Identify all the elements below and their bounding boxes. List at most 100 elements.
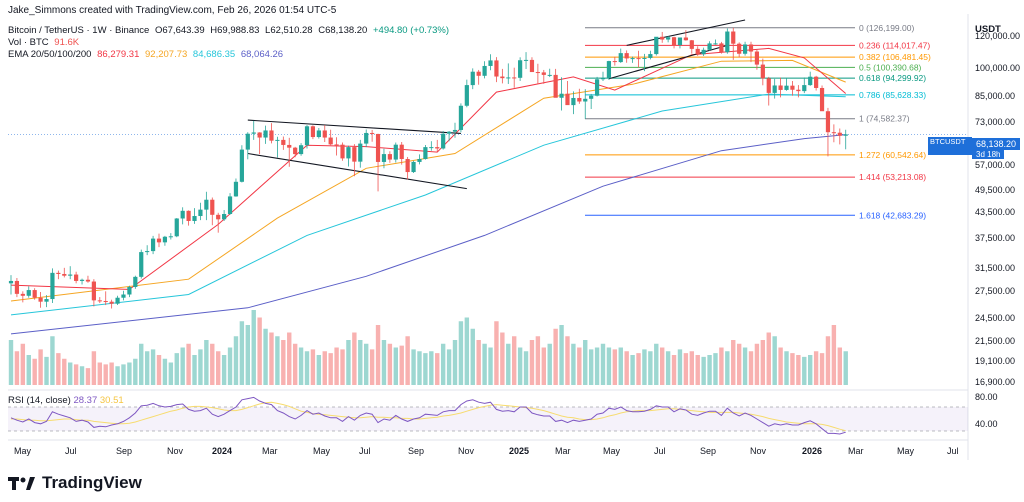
candle-body xyxy=(139,252,144,277)
trendline-lower-pennant xyxy=(247,152,467,190)
volume-bar xyxy=(754,343,760,385)
volume-bar xyxy=(719,347,724,385)
brand-logo[interactable]: TradingView xyxy=(8,473,142,493)
candle-body xyxy=(494,60,499,77)
candle-body xyxy=(429,147,434,149)
price-tag-countdown: 3d 18h xyxy=(972,150,1005,159)
candle-body xyxy=(263,130,268,138)
volume-bar xyxy=(736,343,742,385)
candle-body xyxy=(825,111,831,133)
candle-body xyxy=(387,154,392,160)
brand-name: TradingView xyxy=(42,473,142,492)
candle-body xyxy=(370,132,375,134)
candle-body xyxy=(275,139,280,141)
candle-body xyxy=(565,93,570,106)
price-axis-tick: 37,500.00 xyxy=(975,232,1016,243)
tradingview-logo-icon xyxy=(8,477,35,490)
volume-bar xyxy=(535,336,541,385)
volume-bar xyxy=(364,343,369,385)
candle-body xyxy=(553,74,558,98)
volume-bar xyxy=(819,353,825,385)
fib-level-label: 0.786 (85,628.33) xyxy=(859,90,926,100)
candle-body xyxy=(210,199,215,215)
candle-body xyxy=(287,144,292,148)
candle-body xyxy=(707,43,712,50)
volume-bar xyxy=(802,356,807,385)
candle-body xyxy=(293,147,298,155)
time-axis-tick: Nov xyxy=(458,446,475,456)
volume-bar xyxy=(85,368,91,385)
volume-bar xyxy=(683,353,689,385)
volume-bar xyxy=(796,355,801,385)
volume-bar xyxy=(322,351,327,385)
volume-bar xyxy=(559,325,564,385)
volume-bar xyxy=(162,358,168,385)
candle-body xyxy=(245,133,250,150)
candle-body xyxy=(630,58,635,60)
candle-body xyxy=(50,272,55,300)
fib-level-label: 0.236 (114,017.47) xyxy=(859,40,930,50)
candle-body xyxy=(719,43,724,53)
ema100-line xyxy=(10,93,846,316)
rsi-label[interactable]: RSI (14, close) xyxy=(8,395,71,406)
candle-body xyxy=(482,65,487,76)
candle-body xyxy=(322,130,327,138)
volume-bar xyxy=(423,353,428,385)
rsi-legend: RSI (14, close) 28.37 30.51 xyxy=(8,395,124,406)
volume-bar xyxy=(233,336,239,385)
ema200-value: 68,064.26 xyxy=(240,49,284,60)
volume-bar xyxy=(174,353,179,385)
candle-body xyxy=(737,43,742,54)
time-axis-tick: Jul xyxy=(947,446,959,456)
volume-bar xyxy=(192,355,197,385)
volume-bar xyxy=(62,358,67,385)
time-axis-tick: Mar xyxy=(262,446,278,456)
candle-body xyxy=(38,297,43,302)
candle-body xyxy=(233,181,239,197)
volume-bar xyxy=(588,349,594,385)
candle-body xyxy=(778,85,783,90)
volume-bar xyxy=(648,351,653,385)
candle-body xyxy=(32,290,37,298)
candle-body xyxy=(577,97,582,102)
volume-bar xyxy=(494,321,499,385)
volume-bar xyxy=(671,355,677,385)
candle-body xyxy=(701,49,706,55)
volume-bar xyxy=(263,328,268,385)
volume-bar xyxy=(784,351,789,385)
volume-bar xyxy=(624,351,629,385)
volume-bar xyxy=(600,343,606,385)
candle-body xyxy=(168,236,173,238)
candle-body xyxy=(518,60,523,78)
volume-bar xyxy=(665,351,671,385)
volume-bar xyxy=(275,336,280,385)
volume-label[interactable]: Vol · BTC xyxy=(8,37,49,48)
price-axis-tick: 27,500.00 xyxy=(975,286,1016,297)
symbol-title[interactable]: Bitcoin / TetherUS · 1W · Binance xyxy=(8,25,150,36)
time-axis-tick: Jul xyxy=(359,446,371,456)
volume-bar xyxy=(571,343,576,385)
volume-bar xyxy=(695,355,700,385)
candle-body xyxy=(725,31,730,53)
volume-bar xyxy=(186,343,191,385)
candle-body xyxy=(731,31,736,44)
candle-body xyxy=(814,76,819,88)
candle-body xyxy=(109,301,114,304)
volume-bar xyxy=(68,362,73,385)
candle-body xyxy=(606,61,612,79)
volume-bar xyxy=(20,343,26,385)
time-axis-tick: 2024 xyxy=(212,446,233,456)
volume-bar xyxy=(618,347,623,385)
volume-bar xyxy=(328,353,333,385)
ema-label[interactable]: EMA 20/50/100/200 xyxy=(8,49,92,60)
candle-body xyxy=(411,161,416,173)
open-value: O67,643.39 xyxy=(154,25,205,36)
ema50-value: 92,207.73 xyxy=(145,49,188,60)
volume-value: 91.6K xyxy=(54,37,80,48)
volume-bar xyxy=(381,340,387,385)
volume-bar xyxy=(831,325,837,385)
candle-body xyxy=(174,218,179,237)
chart-caption: Jake_Simmons created with TradingView.co… xyxy=(8,5,337,16)
candle-body xyxy=(654,36,659,55)
